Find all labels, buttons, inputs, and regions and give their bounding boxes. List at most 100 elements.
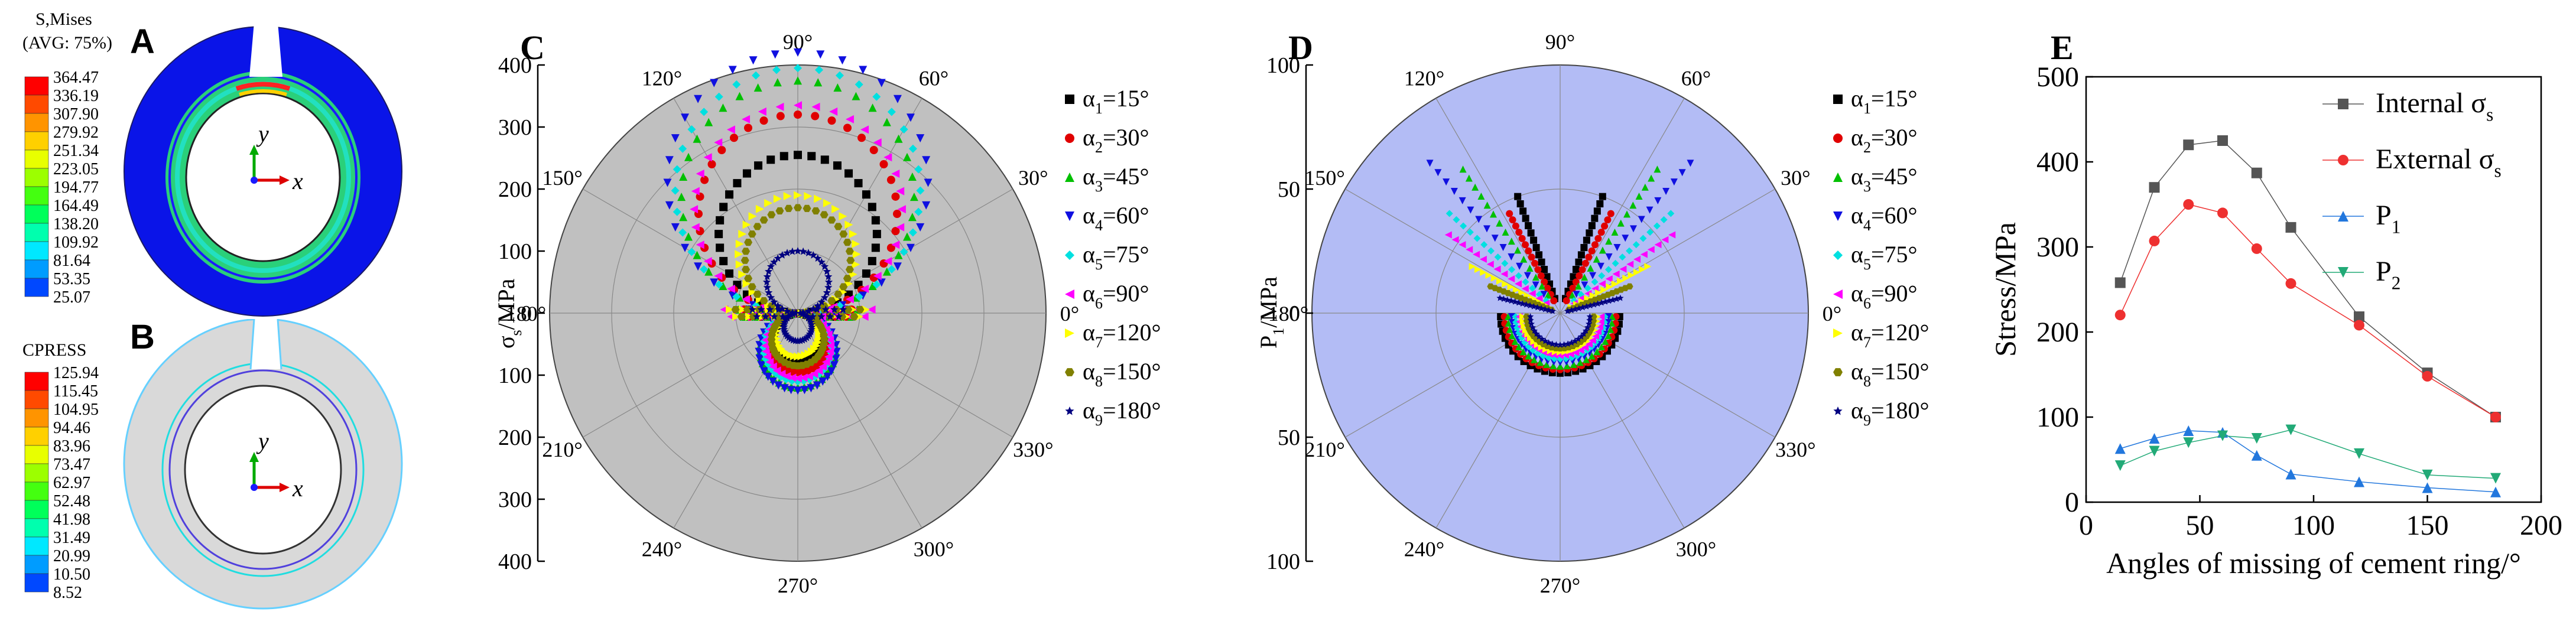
data-point	[1471, 183, 1479, 191]
data-point	[1529, 284, 1536, 292]
data-point	[1594, 289, 1602, 297]
data-point	[1469, 263, 1476, 271]
data-point	[1515, 229, 1523, 236]
data-point	[1479, 255, 1487, 263]
legend-label: α3=45°	[1851, 163, 1918, 195]
colorbar-value: 104.95	[53, 401, 99, 419]
data-point	[1511, 298, 1519, 305]
axis-x-label-b: x	[292, 475, 303, 502]
data-point	[803, 204, 811, 212]
data-point	[818, 377, 827, 386]
data-point	[714, 92, 723, 101]
data-point	[1564, 340, 1571, 347]
data-point	[1604, 313, 1612, 320]
data-point	[894, 250, 903, 259]
data-point	[728, 66, 737, 74]
legend-label: α6=90°	[1083, 280, 1149, 312]
data-point	[794, 151, 802, 160]
data-point	[1477, 192, 1485, 200]
data-point	[1576, 359, 1584, 366]
data-point	[879, 160, 888, 168]
data-point	[1597, 262, 1604, 270]
data-point	[1516, 200, 1524, 207]
data-point	[789, 336, 797, 344]
data-point	[794, 64, 802, 73]
data-point	[763, 283, 771, 291]
data-point	[1576, 272, 1583, 279]
data-point	[1494, 253, 1502, 261]
data-point	[778, 251, 787, 259]
data-point	[809, 251, 817, 259]
data-point	[1587, 264, 1594, 272]
data-point	[886, 175, 895, 184]
data-point	[1512, 313, 1519, 320]
data-point	[761, 336, 770, 344]
data-point	[1572, 349, 1580, 356]
data-point	[1513, 324, 1521, 331]
data-point	[859, 66, 868, 74]
data-point	[1525, 222, 1532, 229]
data-point	[726, 125, 735, 134]
data-point	[839, 230, 848, 238]
data-point	[1602, 298, 1609, 305]
data-point	[719, 281, 727, 290]
legend-a-title: S,Mises	[35, 9, 92, 29]
series-line	[2120, 140, 2496, 418]
data-point	[742, 169, 751, 178]
colorbar-cell	[24, 481, 49, 501]
data-point	[1530, 302, 1538, 310]
data-point	[849, 230, 857, 239]
legend-a-colorbar: 364.47336.19307.90279.92251.34223.05194.…	[24, 69, 99, 307]
data-point	[1519, 300, 1526, 307]
data-point	[1499, 244, 1507, 252]
data-point	[2114, 310, 2126, 321]
axis-y-label-a: y	[256, 121, 269, 147]
legend-label: α3=45°	[1083, 163, 1149, 195]
legend-label: α2=30°	[1083, 124, 1149, 156]
data-point	[896, 187, 905, 196]
data-point	[827, 297, 836, 305]
data-point	[1512, 286, 1520, 294]
data-point	[743, 305, 752, 314]
data-point	[1604, 266, 1612, 274]
data-point	[1588, 222, 1596, 229]
colorbar-value: 109.92	[53, 233, 99, 252]
data-point	[1519, 313, 1526, 320]
legend-label: α5=75°	[1851, 241, 1918, 273]
data-point	[739, 305, 748, 314]
radial-tick-label: 300	[498, 115, 532, 140]
radial-tick-label: 100	[1266, 549, 1300, 574]
data-point	[735, 239, 744, 248]
data-point	[726, 305, 735, 314]
data-point	[846, 256, 855, 264]
data-point	[1504, 313, 1512, 320]
data-point	[800, 386, 809, 395]
radial-tick-label: 50	[1278, 177, 1300, 202]
data-point	[1466, 228, 1474, 236]
legend-label: α7=120°	[1851, 319, 1929, 351]
data-point	[1514, 246, 1522, 254]
data-point	[787, 311, 795, 318]
polar-angle-label: 0°	[1060, 302, 1079, 326]
polar-angle-label: 120°	[642, 67, 682, 90]
legend-marker	[2338, 155, 2348, 165]
data-point	[799, 247, 807, 255]
series-line	[2120, 429, 2496, 479]
data-point	[891, 169, 900, 178]
panel-d: D 0° 30° 60° 90° 120° 150° 180° 210° 240° 270° 300°…	[1241, 0, 1980, 638]
data-point	[1639, 266, 1646, 274]
colorbar-cell	[24, 518, 49, 538]
data-point	[835, 71, 844, 80]
data-point	[2149, 182, 2160, 193]
data-point	[1518, 289, 1526, 297]
data-point	[744, 275, 753, 282]
data-point	[845, 115, 854, 123]
data-point	[761, 313, 770, 320]
data-point	[1542, 346, 1550, 353]
data-point	[763, 272, 771, 281]
data-point	[1593, 255, 1600, 263]
data-point	[714, 138, 723, 147]
data-point	[753, 313, 761, 320]
data-point	[1502, 280, 1509, 288]
data-point	[843, 239, 852, 246]
